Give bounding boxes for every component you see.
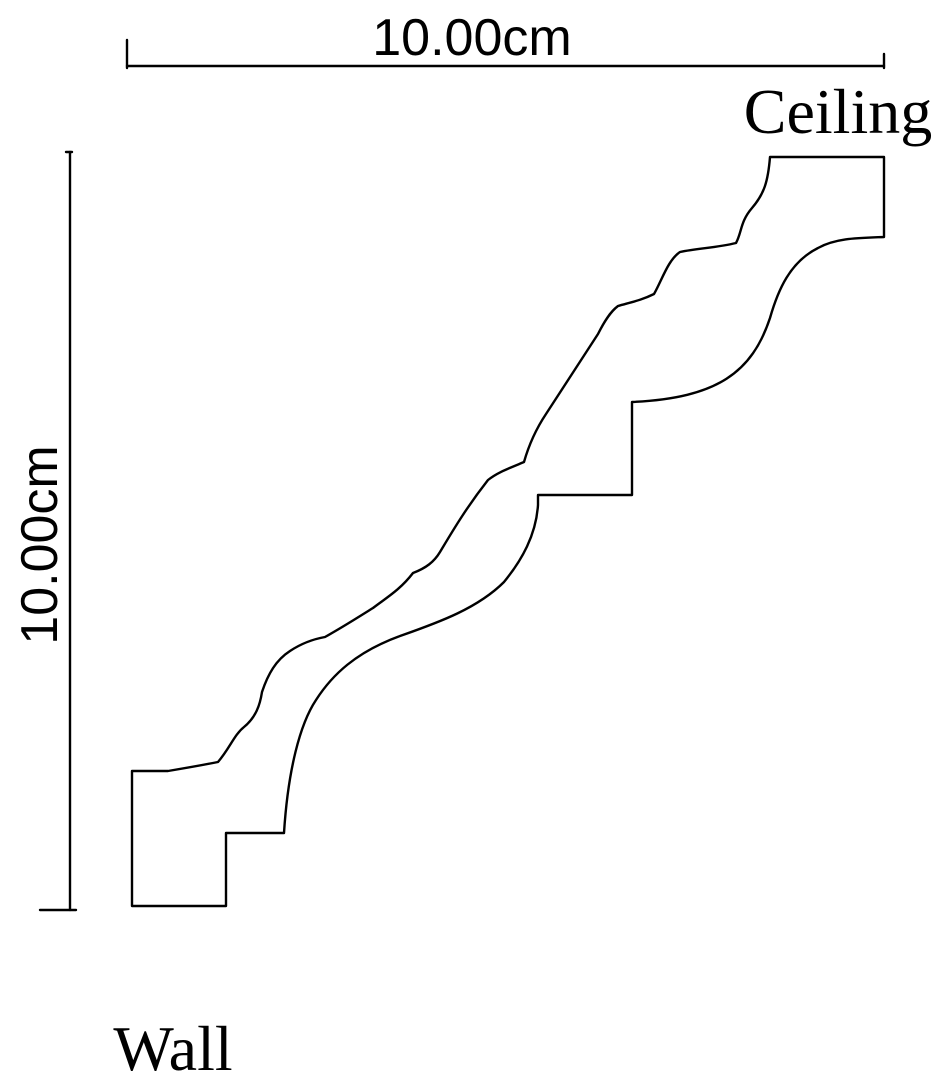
width-dimension-label: 10.00cm <box>372 9 571 67</box>
height-dimension: 10.00cm <box>11 150 78 912</box>
height-dimension-label: 10.00cm <box>11 445 69 644</box>
molding-profile-outline <box>130 155 886 908</box>
wall-label: Wall <box>113 1013 232 1077</box>
width-dimension: 10.00cm <box>125 9 886 70</box>
ceiling-label: Ceiling <box>744 76 932 147</box>
